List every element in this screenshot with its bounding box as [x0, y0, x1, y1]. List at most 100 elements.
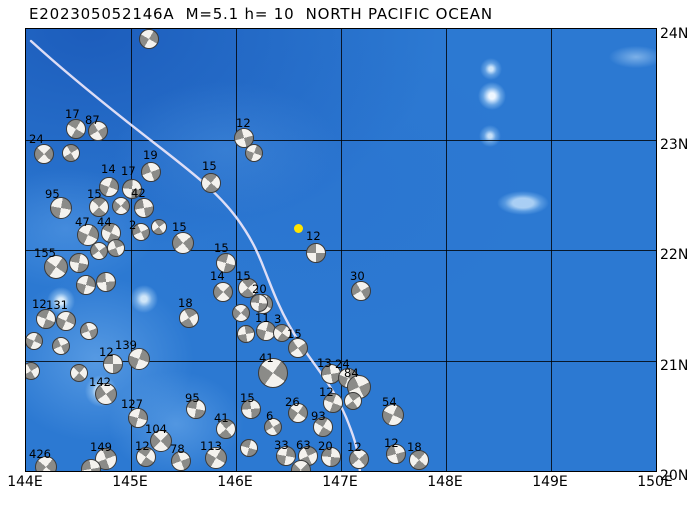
depth-label: 14 [210, 269, 225, 283]
depth-label: 17 [121, 164, 136, 178]
depth-label: 18 [407, 440, 422, 454]
focal-mechanism-beachball [128, 348, 150, 370]
x-tick-label: 144E [7, 474, 43, 490]
depth-label: 15 [87, 187, 102, 201]
focal-mechanism-beachball [186, 399, 206, 419]
depth-label: 12 [347, 440, 362, 454]
depth-label: 127 [121, 397, 143, 411]
plot-title: E202305052146A M=5.1 h= 10 NORTH PACIFIC… [29, 5, 493, 23]
x-tick-label: 147E [322, 474, 358, 490]
depth-label: 12 [319, 385, 334, 399]
focal-mechanism-beachball [237, 325, 255, 343]
depth-label: 15 [236, 269, 251, 283]
depth-label: 19 [143, 148, 158, 162]
depth-label: 6 [266, 409, 274, 423]
focal-mechanism-beachball [213, 282, 233, 302]
focal-mechanism-beachball [81, 459, 101, 471]
depth-label: 20 [252, 282, 267, 296]
focal-mechanism-beachball [35, 456, 57, 471]
x-tick-label: 146E [217, 474, 253, 490]
depth-label: 113 [200, 439, 222, 453]
focal-mechanism-beachball [409, 450, 429, 470]
depth-label: 26 [285, 395, 300, 409]
focal-mechanism-beachball [95, 448, 117, 470]
depth-label: 12 [236, 116, 251, 130]
epicenter-marker [293, 223, 303, 233]
y-tick-label: 23N [660, 136, 689, 153]
depth-label: 87 [85, 113, 100, 127]
depth-label: 42 [131, 186, 146, 200]
focal-mechanism-beachball [88, 121, 108, 141]
depth-label: 3 [274, 312, 282, 326]
focal-mechanism-beachball [34, 144, 54, 164]
focal-mechanism-beachball [44, 255, 68, 279]
depth-label: 13 [317, 356, 332, 370]
focal-mechanism-beachball [56, 311, 76, 331]
focal-mechanism-beachball [288, 403, 308, 423]
depth-label: 24 [29, 132, 44, 146]
depth-label: 426 [29, 447, 51, 461]
depth-label: 2 [129, 218, 137, 232]
focal-mechanism-beachball [313, 417, 333, 437]
depth-label: 11 [255, 311, 270, 325]
depth-label: 41 [214, 411, 229, 425]
depth-label: 84 [344, 366, 359, 380]
focal-mechanism-beachball [288, 338, 308, 358]
y-tick-label: 20N [660, 468, 689, 484]
x-tick-label: 150E [637, 474, 673, 490]
depth-label: 12 [32, 297, 47, 311]
focal-mechanism-beachball [241, 399, 261, 419]
focal-mechanism-beachball [96, 272, 116, 292]
depth-label: 139 [115, 338, 137, 352]
focal-mechanism-beachball [250, 294, 268, 312]
focal-mechanism-beachball [62, 144, 80, 162]
focal-mechanism-beachball [99, 177, 119, 197]
depth-label: 15 [172, 220, 187, 234]
focal-mechanism-beachball [139, 29, 159, 49]
focal-mechanism-beachball [232, 304, 250, 322]
focal-mechanism-beachball [26, 362, 40, 380]
focal-mechanism-beachball [76, 275, 96, 295]
depth-label: 142 [89, 375, 111, 389]
depth-label: 104 [145, 422, 167, 436]
focal-mechanism-beachball [95, 383, 117, 405]
focal-mechanism-beachball [234, 128, 254, 148]
depth-label: 95 [185, 391, 200, 405]
focal-mechanism-beachball [122, 179, 142, 199]
grid-line-horizontal [26, 139, 656, 141]
focal-mechanism-beachball [351, 281, 371, 301]
y-tick-label: 21N [660, 357, 689, 374]
focal-mechanism-beachball [150, 430, 172, 452]
depth-label: 18 [178, 296, 193, 310]
depth-label: 12 [306, 229, 321, 243]
focal-mechanism-beachball [349, 449, 369, 469]
focal-mechanism-beachball [36, 309, 56, 329]
x-tick-label: 148E [427, 474, 463, 490]
depth-label: 15 [240, 391, 255, 405]
focal-mechanism-beachball [89, 197, 109, 217]
focal-mechanism-beachball [238, 278, 258, 298]
focal-mechanism-beachball [141, 162, 161, 182]
focal-mechanism-beachball [306, 243, 326, 263]
depth-label: 17 [65, 107, 80, 121]
depth-label: 63 [296, 438, 311, 452]
focal-mechanism-beachball [151, 219, 167, 235]
depth-label: 15 [202, 159, 217, 173]
depth-label: 33 [274, 438, 289, 452]
focal-mechanism-beachball [107, 239, 125, 257]
focal-mechanism-beachball [80, 322, 98, 340]
focal-mechanism-beachball [26, 332, 43, 350]
focal-mechanism-beachball [240, 439, 258, 457]
y-tick-label: 22N [660, 247, 689, 263]
depth-label: 149 [90, 440, 112, 454]
depth-label: 12 [135, 439, 150, 453]
focal-mechanism-beachball [132, 223, 150, 241]
focal-mechanism-beachball [382, 404, 404, 426]
focal-mechanism-beachball [103, 354, 123, 374]
focal-mechanism-beachball [201, 173, 221, 193]
focal-mechanism-beachball [50, 197, 72, 219]
focal-mechanism-beachball [70, 364, 88, 382]
depth-label: 24 [335, 357, 350, 371]
focal-mechanism-beachball [245, 144, 263, 162]
